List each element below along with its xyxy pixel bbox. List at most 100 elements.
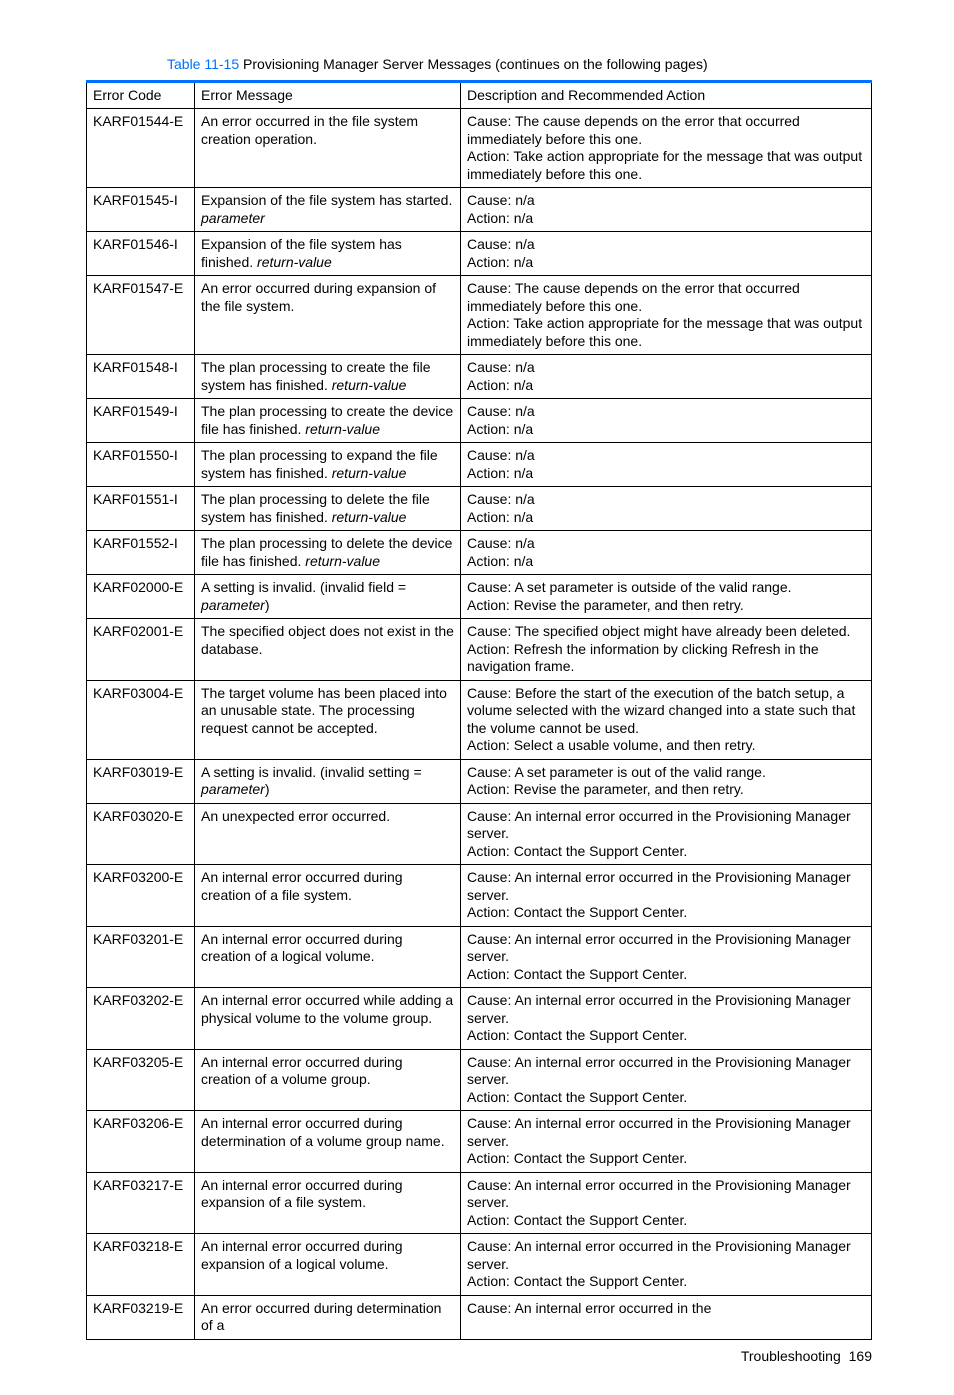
cell-error-message: An internal error occurred while adding … <box>195 988 461 1050</box>
cell-description: Cause: A set parameter is out of the val… <box>461 759 872 803</box>
footer-page-number: 169 <box>849 1348 872 1364</box>
cell-error-message: An internal error occurred during expans… <box>195 1234 461 1296</box>
cell-description: Cause: An internal error occurred in the… <box>461 1234 872 1296</box>
cell-description: Cause: n/aAction: n/a <box>461 232 872 276</box>
cell-error-code: KARF03202-E <box>87 988 195 1050</box>
cell-error-code: KARF03019-E <box>87 759 195 803</box>
cell-error-code: KARF03200-E <box>87 865 195 927</box>
table-row: KARF01544-EAn error occurred in the file… <box>87 109 872 188</box>
cell-error-message: The plan processing to delete the device… <box>195 531 461 575</box>
cell-description: Cause: The cause depends on the error th… <box>461 276 872 355</box>
cell-description: Cause: Before the start of the execution… <box>461 680 872 759</box>
cell-error-code: KARF03218-E <box>87 1234 195 1296</box>
cell-description: Cause: n/aAction: n/a <box>461 531 872 575</box>
table-row: KARF01551-IThe plan processing to delete… <box>87 487 872 531</box>
cell-description: Cause: The specified object might have a… <box>461 619 872 681</box>
table-row: KARF03218-EAn internal error occurred du… <box>87 1234 872 1296</box>
cell-error-message: The target volume has been placed into a… <box>195 680 461 759</box>
cell-description: Cause: An internal error occurred in the… <box>461 803 872 865</box>
cell-description: Cause: An internal error occurred in the… <box>461 988 872 1050</box>
cell-error-code: KARF01548-I <box>87 355 195 399</box>
cell-error-code: KARF01551-I <box>87 487 195 531</box>
cell-error-code: KARF03217-E <box>87 1172 195 1234</box>
cell-error-code: KARF03219-E <box>87 1295 195 1339</box>
cell-error-message: A setting is invalid. (invalid field = p… <box>195 575 461 619</box>
cell-error-message: An error occurred during determination o… <box>195 1295 461 1339</box>
messages-table: Error Code Error Message Description and… <box>86 80 872 1340</box>
cell-error-message: An internal error occurred during determ… <box>195 1111 461 1173</box>
cell-description: Cause: An internal error occurred in the… <box>461 1049 872 1111</box>
table-row: KARF03201-EAn internal error occurred du… <box>87 926 872 988</box>
table-row: KARF03200-EAn internal error occurred du… <box>87 865 872 927</box>
cell-error-code: KARF01549-I <box>87 399 195 443</box>
page-footer: Troubleshooting 169 <box>86 1348 872 1366</box>
col-header-desc: Description and Recommended Action <box>461 81 872 109</box>
cell-error-message: A setting is invalid. (invalid setting =… <box>195 759 461 803</box>
cell-error-code: KARF03004-E <box>87 680 195 759</box>
cell-error-message: An internal error occurred during creati… <box>195 865 461 927</box>
cell-error-code: KARF02001-E <box>87 619 195 681</box>
cell-error-code: KARF03205-E <box>87 1049 195 1111</box>
table-row: KARF03202-EAn internal error occurred wh… <box>87 988 872 1050</box>
cell-error-code: KARF03201-E <box>87 926 195 988</box>
cell-description: Cause: n/aAction: n/a <box>461 487 872 531</box>
table-row: KARF01547-EAn error occurred during expa… <box>87 276 872 355</box>
footer-section: Troubleshooting <box>741 1348 841 1364</box>
cell-description: Cause: An internal error occurred in the… <box>461 865 872 927</box>
cell-error-code: KARF02000-E <box>87 575 195 619</box>
table-row: KARF02001-EThe specified object does not… <box>87 619 872 681</box>
col-header-message: Error Message <box>195 81 461 109</box>
cell-error-message: An unexpected error occurred. <box>195 803 461 865</box>
cell-description: Cause: n/aAction: n/a <box>461 443 872 487</box>
cell-description: Cause: An internal error occurred in the <box>461 1295 872 1339</box>
cell-description: Cause: An internal error occurred in the… <box>461 926 872 988</box>
cell-error-message: The specified object does not exist in t… <box>195 619 461 681</box>
table-row: KARF03206-EAn internal error occurred du… <box>87 1111 872 1173</box>
cell-error-code: KARF03206-E <box>87 1111 195 1173</box>
cell-error-code: KARF03020-E <box>87 803 195 865</box>
cell-error-message: The plan processing to expand the file s… <box>195 443 461 487</box>
cell-error-message: Expansion of the file system has started… <box>195 188 461 232</box>
cell-description: Cause: A set parameter is outside of the… <box>461 575 872 619</box>
cell-description: Cause: An internal error occurred in the… <box>461 1172 872 1234</box>
table-row: KARF03217-EAn internal error occurred du… <box>87 1172 872 1234</box>
cell-description: Cause: An internal error occurred in the… <box>461 1111 872 1173</box>
cell-error-code: KARF01550-I <box>87 443 195 487</box>
table-row: KARF03219-EAn error occurred during dete… <box>87 1295 872 1339</box>
cell-error-message: The plan processing to create the device… <box>195 399 461 443</box>
cell-error-code: KARF01546-I <box>87 232 195 276</box>
cell-error-code: KARF01544-E <box>87 109 195 188</box>
table-row: KARF01548-IThe plan processing to create… <box>87 355 872 399</box>
cell-error-message: An internal error occurred during expans… <box>195 1172 461 1234</box>
table-caption: Table 11-15 Provisioning Manager Server … <box>167 56 872 74</box>
table-row: KARF03019-EA setting is invalid. (invali… <box>87 759 872 803</box>
table-row: KARF01550-IThe plan processing to expand… <box>87 443 872 487</box>
cell-error-message: An internal error occurred during creati… <box>195 1049 461 1111</box>
table-row: KARF03004-EThe target volume has been pl… <box>87 680 872 759</box>
table-row: KARF03020-EAn unexpected error occurred.… <box>87 803 872 865</box>
cell-description: Cause: The cause depends on the error th… <box>461 109 872 188</box>
cell-description: Cause: n/aAction: n/a <box>461 355 872 399</box>
cell-description: Cause: n/aAction: n/a <box>461 188 872 232</box>
page: Table 11-15 Provisioning Manager Server … <box>0 0 954 1395</box>
table-header-row: Error Code Error Message Description and… <box>87 81 872 109</box>
cell-error-message: The plan processing to create the file s… <box>195 355 461 399</box>
table-row: KARF01552-IThe plan processing to delete… <box>87 531 872 575</box>
cell-error-code: KARF01547-E <box>87 276 195 355</box>
col-header-code: Error Code <box>87 81 195 109</box>
table-row: KARF01545-IExpansion of the file system … <box>87 188 872 232</box>
cell-error-message: An error occurred in the file system cre… <box>195 109 461 188</box>
table-row: KARF02000-EA setting is invalid. (invali… <box>87 575 872 619</box>
cell-error-message: Expansion of the file system has finishe… <box>195 232 461 276</box>
cell-error-message: The plan processing to delete the file s… <box>195 487 461 531</box>
cell-error-message: An internal error occurred during creati… <box>195 926 461 988</box>
table-caption-text: Provisioning Manager Server Messages (co… <box>239 56 707 72</box>
table-caption-prefix: Table 11-15 <box>167 56 239 72</box>
cell-description: Cause: n/aAction: n/a <box>461 399 872 443</box>
table-row: KARF01546-IExpansion of the file system … <box>87 232 872 276</box>
table-row: KARF03205-EAn internal error occurred du… <box>87 1049 872 1111</box>
cell-error-code: KARF01545-I <box>87 188 195 232</box>
cell-error-code: KARF01552-I <box>87 531 195 575</box>
table-row: KARF01549-IThe plan processing to create… <box>87 399 872 443</box>
cell-error-message: An error occurred during expansion of th… <box>195 276 461 355</box>
